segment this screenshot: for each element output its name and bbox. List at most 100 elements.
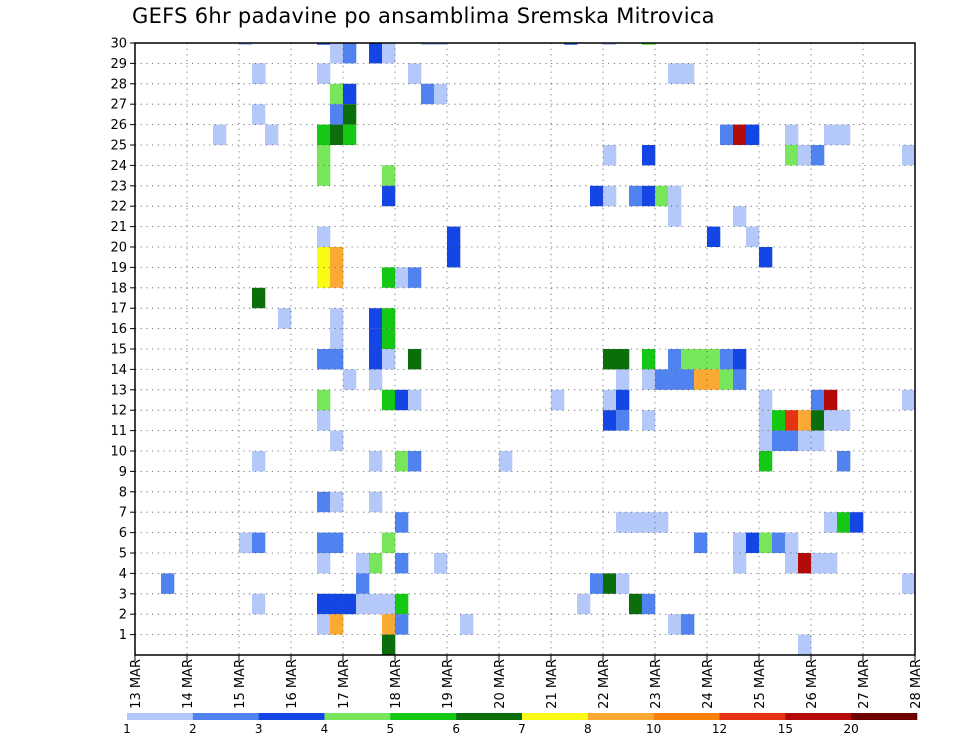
y-tick-label: 16	[110, 322, 127, 337]
heatmap-cell	[785, 145, 799, 166]
legend-label: 10	[646, 722, 661, 736]
heatmap-cell	[447, 226, 461, 247]
heatmap-cell	[317, 165, 331, 186]
heatmap-cell	[759, 389, 773, 411]
heatmap-cell	[551, 389, 565, 411]
heatmap-cell	[603, 43, 617, 45]
heatmap-cell	[317, 226, 331, 247]
legend-swatch	[127, 713, 194, 720]
heatmap-cell	[343, 83, 357, 105]
legend-swatch	[719, 713, 786, 720]
legend-swatch	[192, 713, 259, 720]
heatmap-cell	[902, 145, 916, 166]
heatmap-cell	[369, 328, 383, 349]
y-tick-label: 2	[119, 608, 127, 623]
x-tick-label: 25 MAR	[753, 659, 768, 709]
heatmap-cell	[798, 430, 812, 451]
y-tick-label: 29	[110, 57, 127, 72]
x-tick-label: 24 MAR	[701, 659, 716, 709]
heatmap-cell	[317, 389, 331, 411]
heatmap-cell	[759, 451, 773, 472]
heatmap-cell	[603, 145, 617, 166]
heatmap-cell	[317, 593, 331, 615]
heatmap-cell	[330, 430, 344, 451]
heatmap-cell	[759, 247, 773, 268]
heatmap-cell	[252, 63, 266, 84]
heatmap-cell	[356, 593, 370, 615]
heatmap-cell	[434, 83, 448, 105]
heatmap-cell	[330, 593, 344, 615]
heatmap-cell	[330, 43, 344, 64]
heatmap-cell	[616, 573, 630, 594]
heatmap-cell	[369, 308, 383, 329]
legend-label: 6	[452, 722, 460, 736]
x-tick-label: 22 MAR	[597, 659, 612, 709]
heatmap-cell	[252, 532, 266, 553]
y-tick-label: 13	[110, 383, 127, 398]
heatmap-cell	[317, 63, 331, 84]
heatmap-cell	[408, 389, 422, 411]
heatmap-cell	[733, 124, 747, 145]
heatmap-cell	[837, 124, 851, 145]
heatmap-cell	[382, 389, 396, 411]
grid-layer	[135, 42, 915, 655]
heatmap-cell	[330, 83, 344, 105]
x-tick-label: 14 MAR	[181, 659, 196, 709]
heatmap-cell	[798, 634, 812, 655]
heatmap-cell	[785, 410, 799, 431]
heatmap-cell	[642, 369, 656, 390]
heatmap-cell	[317, 247, 331, 268]
heatmap-cell	[681, 369, 695, 390]
heatmap-cell	[759, 532, 773, 553]
heatmap-cell	[343, 124, 357, 145]
legend-label: 5	[387, 722, 395, 736]
heatmap-cell	[252, 593, 266, 615]
heatmap-cell	[642, 512, 656, 533]
heatmap-cell	[369, 43, 383, 64]
heatmap-cell	[655, 369, 669, 390]
heatmap-cell	[252, 287, 266, 309]
chart-title: GEFS 6hr padavine po ansamblima Sremska …	[132, 4, 715, 28]
heatmap-cell	[694, 349, 708, 370]
heatmap-cell	[317, 410, 331, 431]
heatmap-cell	[616, 389, 630, 411]
heatmap-cell	[785, 124, 799, 145]
heatmap-cell	[746, 226, 760, 247]
heatmap-cell	[564, 43, 578, 45]
heatmap-cell	[382, 185, 396, 207]
legend-label: 8	[584, 722, 592, 736]
y-tick-label: 28	[110, 77, 127, 92]
heatmap-cell	[668, 206, 682, 227]
legend-label: 3	[255, 722, 263, 736]
y-tick-label: 23	[110, 179, 127, 194]
heatmap-cell	[720, 124, 734, 145]
heatmap-cell	[824, 410, 838, 431]
heatmap-cell	[278, 308, 292, 329]
heatmap-cell	[330, 532, 344, 553]
heatmap-cell	[642, 349, 656, 370]
heatmap-cell	[668, 349, 682, 370]
heatmap-cell	[317, 553, 331, 574]
y-tick-label: 1	[119, 628, 127, 643]
heatmap-cell	[616, 410, 630, 431]
x-tick-label: 23 MAR	[649, 659, 664, 709]
heatmap-cell	[421, 83, 435, 105]
legend-label: 7	[518, 722, 526, 736]
heatmap-cell	[603, 349, 617, 370]
heatmap-cell	[382, 308, 396, 329]
y-tick-label: 19	[110, 261, 127, 276]
heatmap-cell	[655, 512, 669, 533]
heatmap-cell	[798, 553, 812, 574]
heatmap-cell	[642, 185, 656, 207]
heatmap-cell	[629, 512, 643, 533]
heatmap-cell	[707, 226, 721, 247]
heatmap-cell	[798, 145, 812, 166]
heatmap-cell	[850, 512, 864, 533]
heatmap-cell	[343, 43, 357, 64]
heatmap-cell	[759, 410, 773, 431]
heatmap-cell	[395, 512, 409, 533]
heatmap-cell	[668, 63, 682, 84]
heatmap-cell	[733, 206, 747, 227]
heatmap-cell	[369, 369, 383, 390]
y-tick-label: 8	[119, 485, 127, 500]
